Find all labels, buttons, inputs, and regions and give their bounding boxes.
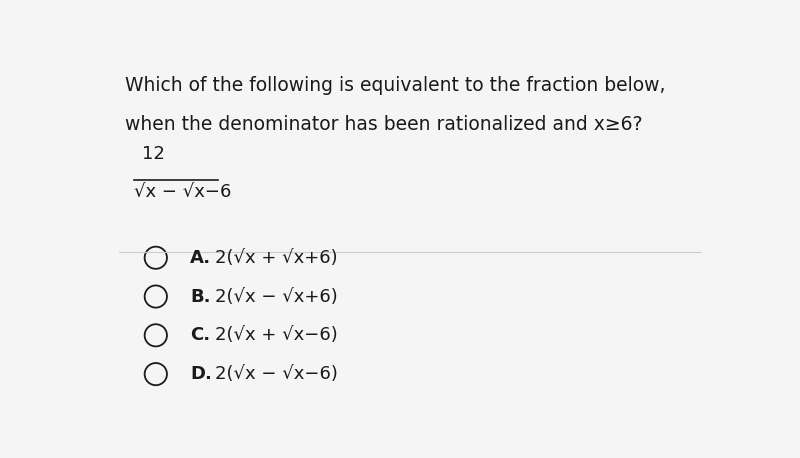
Text: 2(√x − √x−6): 2(√x − √x−6) [214, 365, 338, 383]
Text: B.: B. [190, 288, 210, 305]
Text: A.: A. [190, 249, 211, 267]
Text: 2(√x + √x−6): 2(√x + √x−6) [214, 326, 338, 344]
Text: 2(√x + √x+6): 2(√x + √x+6) [214, 249, 338, 267]
Text: when the denominator has been rationalized and x≥6?: when the denominator has been rationaliz… [125, 115, 642, 134]
Text: √x − √x−6: √x − √x−6 [134, 183, 231, 201]
Text: D.: D. [190, 365, 212, 383]
Text: 2(√x − √x+6): 2(√x − √x+6) [214, 288, 338, 305]
Text: Which of the following is equivalent to the fraction below,: Which of the following is equivalent to … [125, 76, 666, 95]
Text: 12: 12 [142, 145, 165, 163]
Text: C.: C. [190, 326, 210, 344]
